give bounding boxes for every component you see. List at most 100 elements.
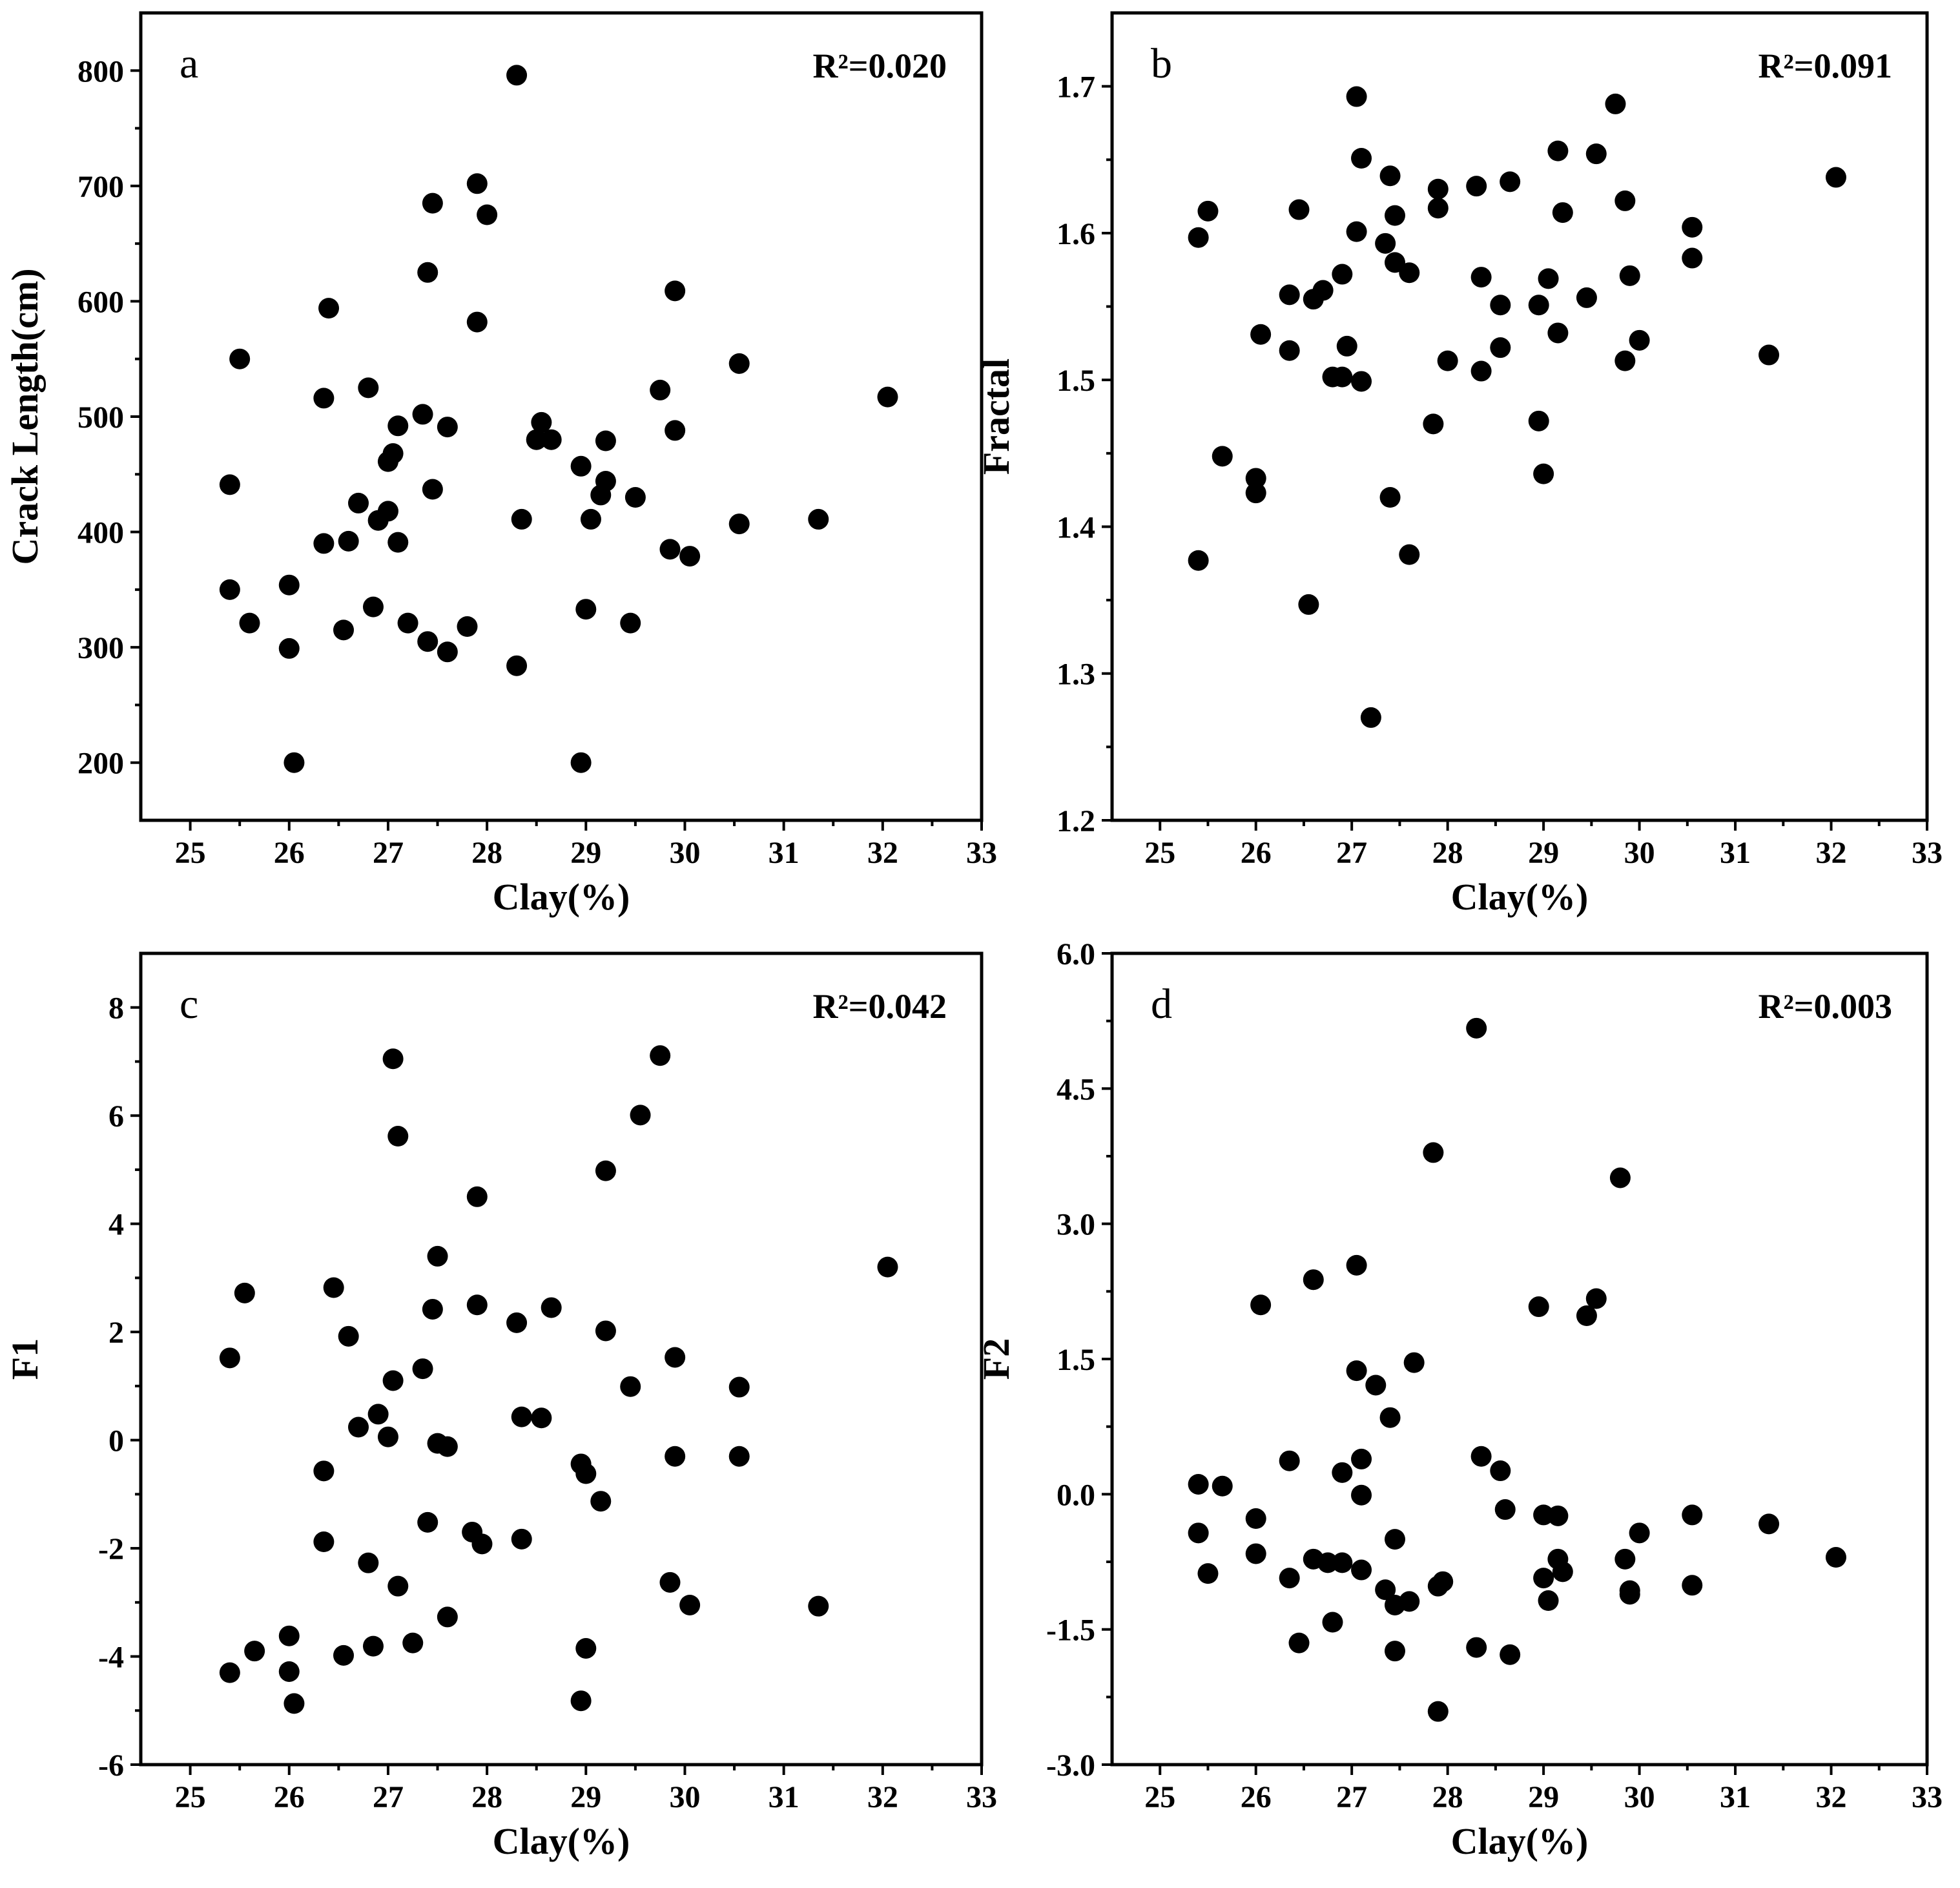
data-point [471, 1533, 493, 1555]
data-point [1245, 1543, 1266, 1564]
data-point [382, 1370, 404, 1391]
data-point [338, 530, 359, 552]
data-point [313, 533, 335, 554]
data-point [313, 1531, 335, 1553]
data-point [1500, 171, 1521, 192]
data-point [1384, 1529, 1405, 1550]
y-tick-label: 6 [108, 1099, 124, 1134]
x-tick-label: 27 [1336, 1780, 1367, 1814]
x-tick-label: 26 [274, 836, 305, 870]
y-tick-label: 200 [77, 747, 124, 781]
data-point [427, 1245, 448, 1267]
x-tick-label: 30 [669, 836, 700, 870]
data-point [377, 1426, 398, 1447]
data-point [1322, 1612, 1343, 1633]
data-point [362, 1635, 384, 1657]
data-point [511, 1528, 532, 1550]
data-point [1528, 410, 1549, 431]
data-point [570, 1690, 592, 1712]
data-point [1619, 265, 1640, 286]
data-point [1346, 221, 1367, 242]
x-tick-label: 25 [175, 1780, 206, 1814]
data-point [1466, 176, 1487, 197]
data-point [313, 388, 335, 409]
data-point [1336, 335, 1357, 357]
data-point [1384, 252, 1405, 273]
x-tick-label: 28 [471, 836, 502, 870]
data-point [358, 377, 379, 399]
data-point [1298, 594, 1319, 615]
data-point [1614, 350, 1636, 371]
data-point [347, 492, 369, 513]
data-point [1614, 1548, 1636, 1570]
data-point [1379, 487, 1401, 508]
y-tick-label: 1.6 [1057, 217, 1095, 251]
data-point [1619, 1580, 1640, 1601]
data-point [665, 420, 686, 441]
data-point [877, 386, 898, 408]
data-point [1312, 280, 1334, 301]
data-point [1188, 550, 1209, 571]
data-point [1351, 371, 1372, 392]
data-point [278, 1661, 300, 1682]
x-axis-title: Clay(%) [493, 1820, 630, 1862]
data-point [1197, 1563, 1219, 1584]
data-point [1346, 1254, 1367, 1276]
data-point [665, 280, 686, 302]
data-point [1423, 413, 1444, 435]
data-point [1605, 93, 1626, 114]
data-point [1351, 1484, 1372, 1506]
x-tick-label: 33 [1912, 836, 1943, 870]
x-tick-label: 25 [1144, 836, 1175, 870]
data-point [1188, 1522, 1209, 1544]
data-point [728, 1446, 750, 1467]
data-point [1332, 1552, 1353, 1573]
data-point [575, 1463, 597, 1484]
data-point [570, 752, 592, 773]
y-tick-label: 700 [77, 170, 124, 204]
data-point [1250, 1294, 1272, 1316]
data-point [367, 1404, 389, 1425]
data-point [580, 508, 601, 530]
y-tick-label: 1.4 [1057, 510, 1095, 545]
y-axis-title: F2 [975, 1338, 1017, 1380]
data-point [1279, 284, 1300, 306]
y-tick-label: 2 [108, 1316, 124, 1350]
x-tick-label: 32 [1816, 1780, 1847, 1814]
x-axis-title: Clay(%) [493, 876, 630, 918]
data-point [1423, 1142, 1444, 1163]
data-point [531, 1407, 552, 1429]
data-point [1188, 1473, 1209, 1495]
data-point [1490, 295, 1511, 316]
data-point [1552, 202, 1573, 223]
data-point [1576, 287, 1597, 308]
data-point [541, 429, 562, 450]
r-squared-label: R²=0.042 [813, 987, 947, 1026]
plot-frame [139, 951, 984, 1767]
data-point [377, 501, 398, 522]
data-point [570, 455, 592, 477]
data-point [1427, 1701, 1449, 1722]
x-tick-label: 25 [1144, 1780, 1175, 1814]
data-point [808, 1595, 829, 1617]
data-point [595, 471, 616, 492]
data-point [728, 1376, 750, 1398]
data-point [1528, 295, 1549, 316]
data-point [511, 1406, 532, 1427]
panel-a: 25 26 27 28 29 30 31 32 33 200 300 400 500 600 700 800 C… [4, 11, 997, 918]
data-point [437, 1436, 458, 1457]
data-point [1288, 1632, 1310, 1654]
data-point [323, 1277, 344, 1298]
data-point [1533, 463, 1554, 484]
data-point [318, 298, 340, 319]
data-point [387, 1575, 409, 1597]
y-tick-label: 600 [77, 285, 124, 319]
data-point [382, 1048, 404, 1070]
data-point [387, 415, 409, 437]
data-point [1279, 340, 1300, 361]
data-point [239, 612, 260, 634]
data-point [1346, 1360, 1367, 1382]
data-point [347, 1416, 369, 1438]
data-point [1759, 1513, 1780, 1535]
y-tick-label: 400 [77, 516, 124, 550]
